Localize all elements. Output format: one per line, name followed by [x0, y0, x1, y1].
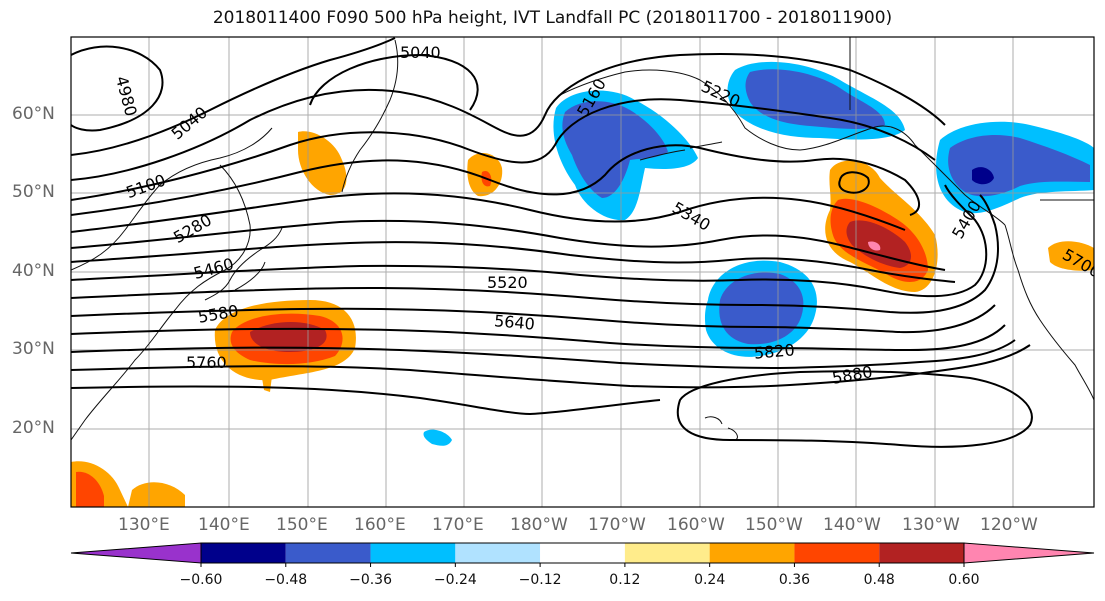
lon-label-170e: 170°E	[432, 515, 484, 535]
contour-label: 5040	[400, 43, 441, 62]
colorbar-swatch	[710, 543, 795, 563]
colorbar-tick-label: 0.36	[764, 572, 824, 588]
colorbar-tick-label: −0.12	[510, 572, 570, 588]
contour-label: 5820	[753, 340, 795, 362]
contour-label: 5520	[487, 273, 528, 292]
colorbar-swatch	[371, 543, 456, 563]
lon-label-170w: 170°W	[588, 515, 646, 535]
contour-label: 5100	[123, 170, 168, 202]
colorbar-tick-label: −0.24	[425, 572, 485, 588]
coast-kamchatka	[342, 40, 398, 192]
lon-label-160w: 160°W	[667, 515, 725, 535]
coast-hawaii	[705, 417, 737, 440]
colorbar-tick-label: −0.48	[256, 572, 316, 588]
lon-label-150w: 150°W	[745, 515, 803, 535]
colorbar-tick-label: 0.12	[595, 572, 655, 588]
colorbar-tick-label: 0.60	[934, 572, 994, 588]
lon-label-120w: 120°W	[980, 515, 1038, 535]
contour-label: 5640	[493, 311, 535, 333]
colorbar-tick-label: 0.24	[680, 572, 740, 588]
coast-asia	[71, 128, 272, 440]
colorbar-extend-left	[71, 543, 201, 563]
lat-label-50: 50°N	[12, 182, 55, 202]
lat-label-40: 40°N	[12, 261, 55, 281]
colorbar-swatch	[625, 543, 710, 563]
lat-label-60: 60°N	[12, 104, 55, 124]
lon-label-130w: 130°W	[902, 515, 960, 535]
colorbar-swatch	[879, 543, 964, 563]
colorbar-swatch	[201, 543, 286, 563]
lon-label-180w: 180°W	[510, 515, 568, 535]
lon-label-130e: 130°E	[118, 515, 170, 535]
colorbar-tick-label: −0.60	[171, 572, 231, 588]
contour-label: 5040	[168, 103, 211, 144]
lon-label-150e: 150°E	[276, 515, 328, 535]
contour-label: 4980	[112, 74, 141, 118]
colorbar-swatch	[794, 543, 879, 563]
colorbar-extend-right	[964, 543, 1094, 563]
contour-label: 5760	[186, 353, 227, 372]
lat-label-30: 30°N	[12, 339, 55, 359]
colorbar-swatch	[540, 543, 625, 563]
colorbar	[71, 543, 1094, 567]
colorbar-swatch	[455, 543, 540, 563]
lon-label-140w: 140°W	[823, 515, 881, 535]
lat-label-20: 20°N	[12, 418, 55, 438]
lon-label-140e: 140°E	[198, 515, 250, 535]
ivt-shading	[71, 62, 1094, 507]
colorbar-tick-label: −0.36	[341, 572, 401, 588]
colorbar-tick-label: 0.48	[849, 572, 909, 588]
lon-label-160e: 160°E	[354, 515, 406, 535]
colorbar-swatch	[286, 543, 371, 563]
